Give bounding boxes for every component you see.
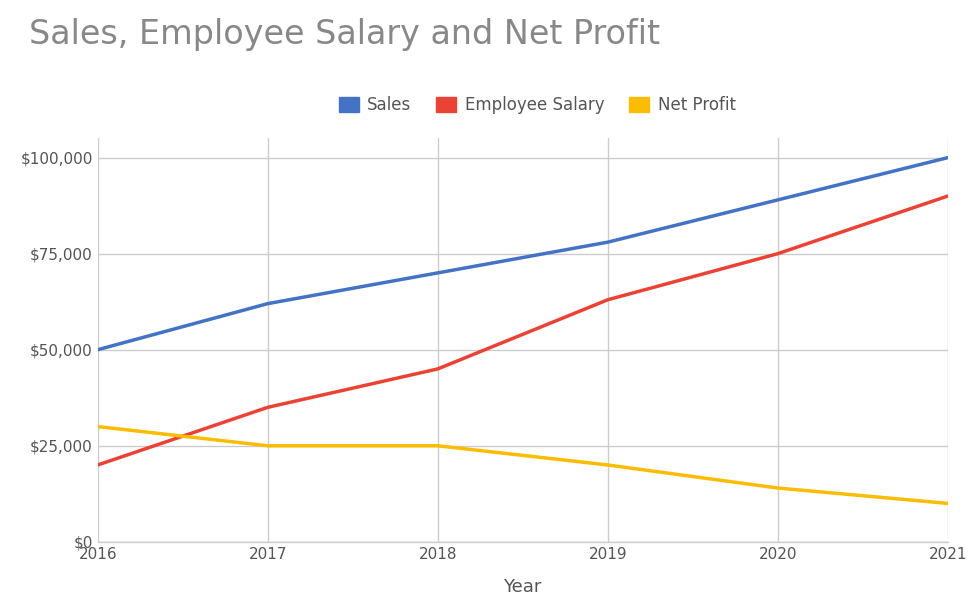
X-axis label: Year: Year xyxy=(503,579,542,597)
Legend: Sales, Employee Salary, Net Profit: Sales, Employee Salary, Net Profit xyxy=(332,90,743,121)
Text: Sales, Employee Salary and Net Profit: Sales, Employee Salary and Net Profit xyxy=(29,18,660,51)
